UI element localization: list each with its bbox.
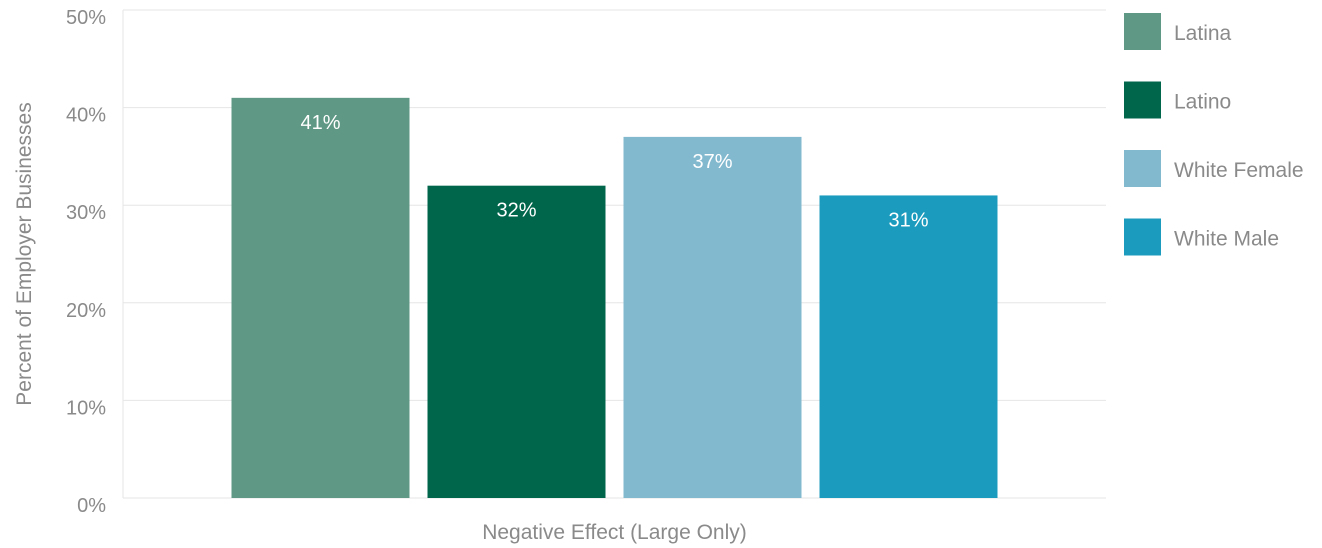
- bar-value-label: 31%: [888, 209, 928, 231]
- legend-swatch: [1124, 218, 1161, 256]
- legend-label: Latina: [1174, 22, 1232, 45]
- y-tick-label: 20%: [66, 300, 106, 322]
- legend-label: White Female: [1174, 159, 1304, 182]
- y-tick-label: 30%: [66, 202, 106, 224]
- bar: [231, 97, 410, 498]
- bar-value-label: 41%: [300, 112, 340, 134]
- y-tick-label: 10%: [66, 397, 106, 419]
- bar: [819, 195, 998, 498]
- legend-swatch: [1124, 150, 1161, 187]
- legend: Latina Latino White Female White Male: [1124, 13, 1304, 256]
- x-axis-title: Negative Effect (Large Only): [482, 521, 747, 544]
- bar-value-label: 32%: [496, 200, 536, 222]
- bar: [427, 185, 606, 498]
- legend-label: White Male: [1174, 228, 1279, 251]
- legend-swatch: [1124, 81, 1161, 119]
- y-tick-label: 0%: [77, 495, 106, 517]
- legend-swatch: [1124, 13, 1161, 50]
- bar: [623, 136, 802, 498]
- y-axis-title: Percent of Employer Businesses: [13, 102, 36, 405]
- y-tick-label: 40%: [66, 105, 106, 127]
- bar-value-label: 37%: [692, 151, 732, 173]
- bars: 41% 32% 37% 31%: [231, 97, 998, 498]
- legend-label: Latino: [1174, 91, 1231, 114]
- y-axis-ticks: 0% 10% 20% 30% 40% 50%: [66, 7, 106, 517]
- y-tick-label: 50%: [66, 7, 106, 29]
